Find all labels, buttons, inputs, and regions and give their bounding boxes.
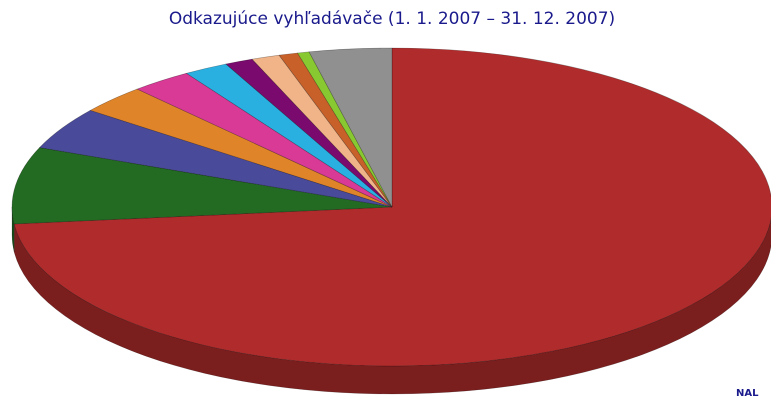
- slice: [278, 52, 393, 208]
- slice: [296, 51, 393, 208]
- pie: [11, 47, 771, 395]
- slice: [89, 88, 393, 208]
- slice: [13, 47, 771, 367]
- slice: [136, 72, 393, 208]
- slice: [38, 110, 393, 208]
- chart-title: Odkazujúce vyhľadávače (1. 1. 2007 – 31.…: [169, 9, 615, 29]
- note: NAL: [736, 388, 759, 399]
- slice: [225, 58, 393, 208]
- slice: [251, 54, 393, 208]
- slice: [11, 147, 393, 225]
- slice: [308, 47, 393, 208]
- slice: [185, 63, 393, 208]
